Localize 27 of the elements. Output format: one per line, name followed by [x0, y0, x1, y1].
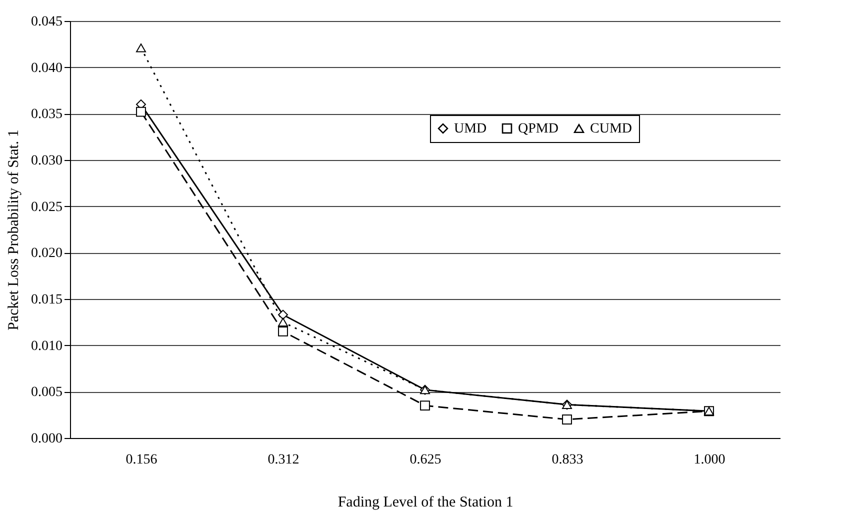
y-axis-title: Packet Loss Probability of Stat. 1 — [6, 130, 22, 330]
y-tick-label: 0.020 — [31, 246, 62, 262]
x-tick-label: 0.156 — [126, 452, 158, 468]
x-tick-label: 0.833 — [552, 452, 584, 468]
point — [136, 106, 146, 117]
point — [278, 310, 288, 320]
x-axis-title: Fading Level of the Station 1 — [338, 494, 514, 510]
y-tick-label: 0.010 — [31, 338, 62, 354]
y-tick-label: 0.000 — [31, 432, 62, 446]
y-tick-label: 0.040 — [31, 60, 62, 76]
x-tick-label: 0.625 — [410, 452, 442, 468]
y-tick-label: 0.035 — [31, 107, 62, 122]
point — [278, 318, 288, 327]
legend-label: CUMD — [590, 122, 632, 136]
y-tick-label: 0.005 — [31, 385, 62, 400]
legend-label: QPMD — [518, 121, 558, 136]
x-tick-label: 1.000 — [694, 452, 726, 468]
x-tick-label: 0.312 — [268, 452, 300, 468]
point — [562, 414, 572, 424]
y-tick-label: 0.025 — [31, 200, 62, 215]
point — [278, 326, 288, 336]
legend-label: UMD — [454, 121, 487, 136]
point — [136, 44, 146, 52]
point — [420, 400, 430, 411]
y-tick-label: 0.030 — [31, 154, 62, 168]
y-tick-label: 0.015 — [31, 292, 62, 308]
y-tick-label: 0.045 — [31, 14, 62, 30]
